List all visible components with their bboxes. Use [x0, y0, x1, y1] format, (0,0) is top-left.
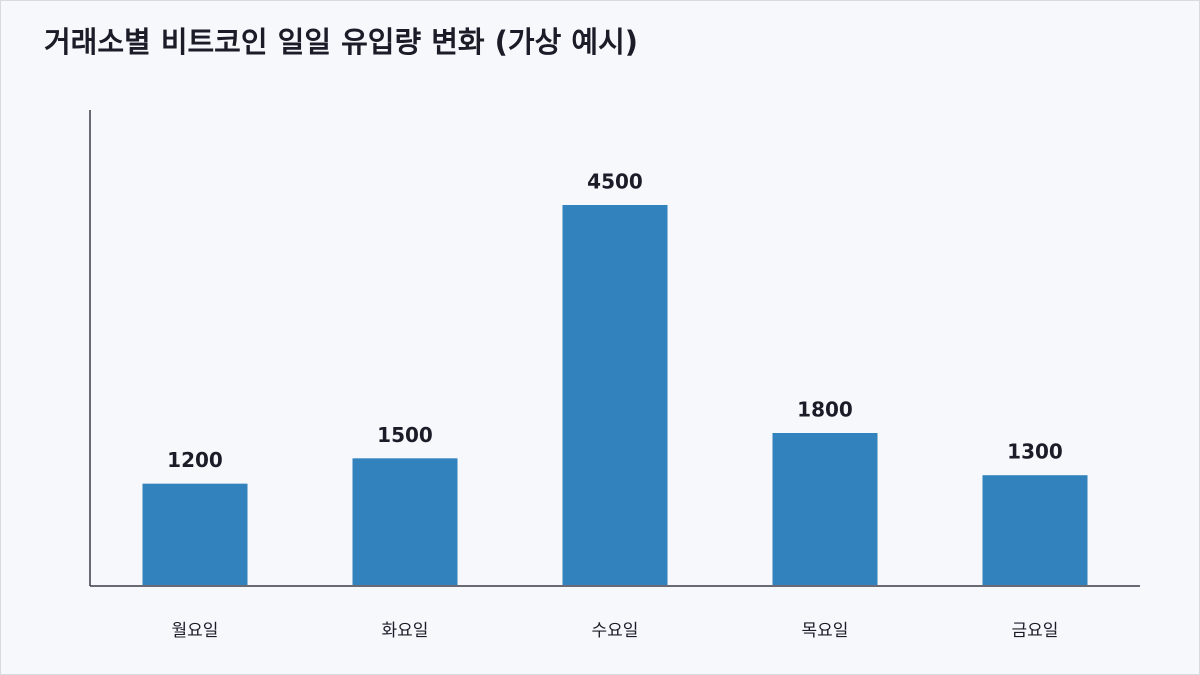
- bar: [142, 483, 248, 585]
- value-label: 1800: [797, 398, 853, 422]
- bar: [562, 205, 668, 585]
- bar: [982, 475, 1088, 585]
- x-tick-label: 목요일: [802, 621, 849, 641]
- bar: [352, 458, 458, 585]
- x-tick-label: 월요일: [172, 621, 219, 641]
- value-label: 1300: [1007, 440, 1063, 464]
- bar: [772, 433, 878, 585]
- x-tick-label: 수요일: [592, 621, 639, 641]
- value-label: 4500: [587, 170, 643, 194]
- x-tick-label: 화요일: [382, 621, 429, 641]
- x-tick-label: 금요일: [1012, 621, 1059, 641]
- value-label: 1200: [167, 448, 223, 472]
- value-label: 1500: [377, 423, 433, 447]
- chart-title: 거래소별 비트코인 일일 유입량 변화 (가상 예시): [44, 25, 638, 59]
